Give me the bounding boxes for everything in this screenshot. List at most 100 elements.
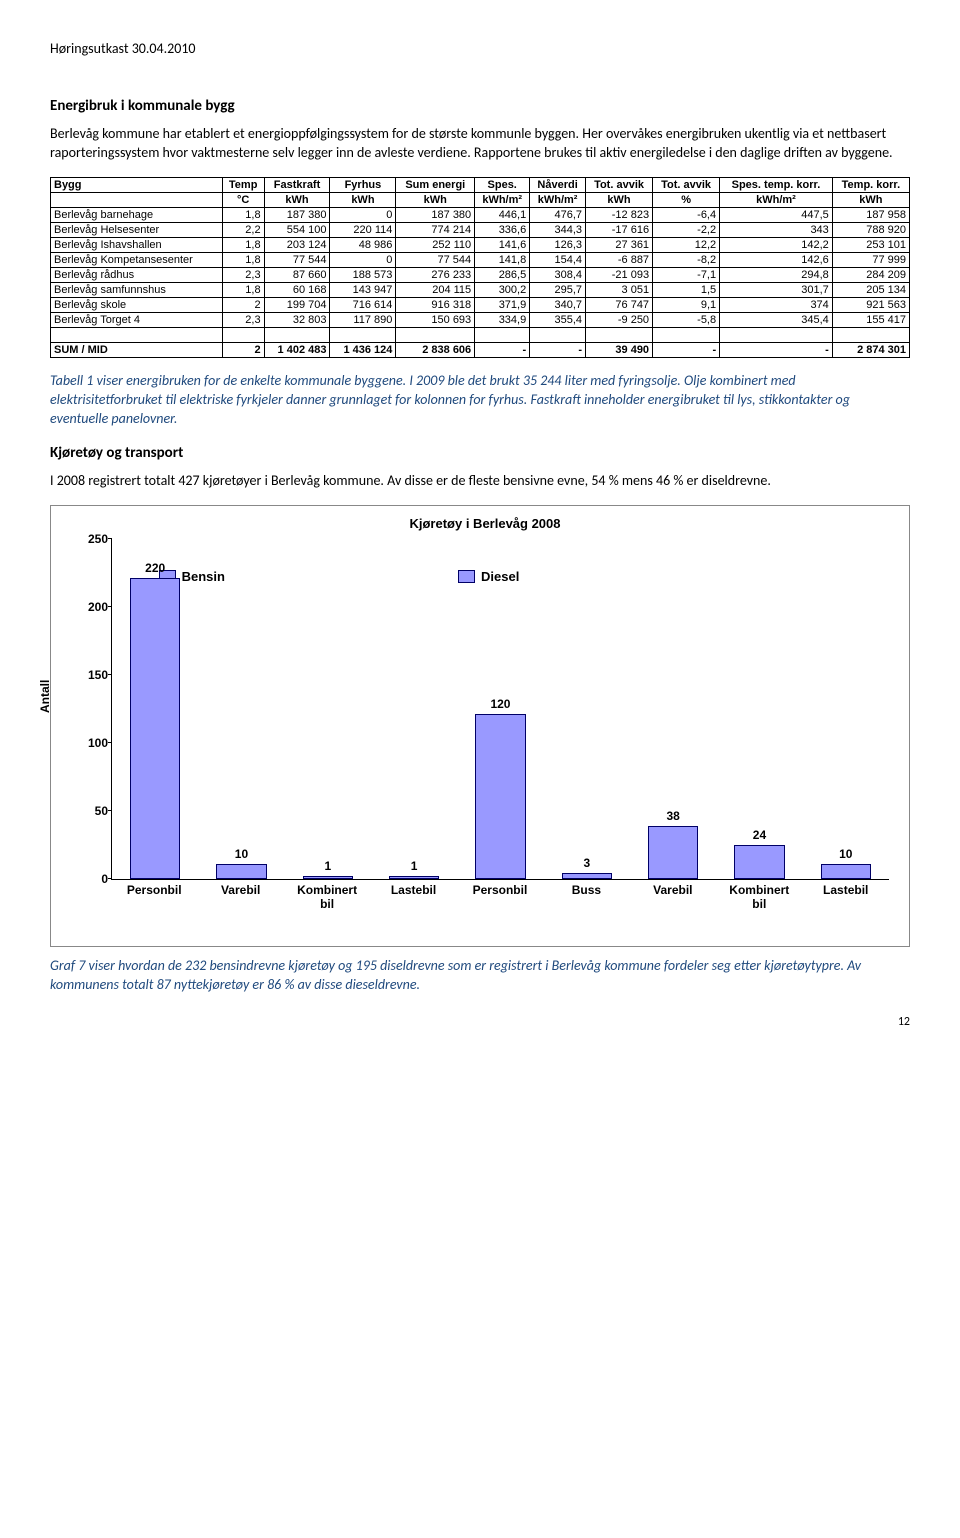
- table-col-header: Fyrhus: [330, 177, 396, 192]
- y-tick-label: 100: [82, 736, 108, 750]
- table-cell: 2 838 606: [396, 342, 475, 357]
- y-tick-label: 200: [82, 600, 108, 614]
- table-cell: -: [475, 342, 530, 357]
- x-axis-label: Personbil: [457, 884, 543, 910]
- bar-value-label: 10: [235, 847, 248, 861]
- table-cell: 1 402 483: [264, 342, 330, 357]
- table-cell: 295,7: [530, 282, 586, 297]
- section-title-energy: Energibruk i kommunale bygg: [50, 97, 910, 115]
- table-cell: Berlevåg Torget 4: [51, 312, 223, 327]
- bar-slot: 1: [285, 539, 371, 879]
- chart-bar: 1: [389, 876, 439, 879]
- table-cell: -6 887: [586, 252, 653, 267]
- chart-bar: 1: [303, 876, 353, 879]
- chart-bar: 10: [821, 864, 871, 880]
- table-cell: 371,9: [475, 297, 530, 312]
- chart-bar: 120: [475, 714, 525, 879]
- x-axis-label: Lastebil: [370, 884, 456, 910]
- table-cell: 1,5: [653, 282, 720, 297]
- table-row: Berlevåg rådhus2,387 660188 573276 23328…: [51, 267, 910, 282]
- bar-slot: 1: [371, 539, 457, 879]
- x-labels: PersonbilVarebilKombinertbilLastebilPers…: [111, 884, 889, 910]
- table-cell: 204 115: [396, 282, 475, 297]
- section1-paragraph: Berlevåg kommune har etablert et energio…: [50, 125, 910, 163]
- table-cell: 0: [330, 252, 396, 267]
- table-cell: 2,2: [222, 222, 264, 237]
- chart-bar: 10: [216, 864, 266, 880]
- table-unit-header: kWh/m²: [530, 192, 586, 207]
- x-axis-label: Varebil: [197, 884, 283, 910]
- x-axis-label: Varebil: [630, 884, 716, 910]
- chart-bar: 220: [130, 578, 180, 879]
- table-sum-row: SUM / MID21 402 4831 436 1242 838 606--3…: [51, 342, 910, 357]
- table-cell: 39 490: [586, 342, 653, 357]
- table-cell: 9,1: [653, 297, 720, 312]
- table-unit-header: kWh/m²: [720, 192, 833, 207]
- table-cell: 345,4: [720, 312, 833, 327]
- table-cell: 286,5: [475, 267, 530, 282]
- table-cell: 87 660: [264, 267, 330, 282]
- table-cell: 2: [222, 342, 264, 357]
- table-cell: 187 380: [396, 207, 475, 222]
- table-cell: 716 614: [330, 297, 396, 312]
- table-cell: 300,2: [475, 282, 530, 297]
- table-row: Berlevåg Kompetansesenter1,877 544077 54…: [51, 252, 910, 267]
- bar-value-label: 120: [490, 697, 510, 711]
- vehicle-chart: Kjøretøy i Berlevåg 2008 Antall Bensin D…: [50, 505, 910, 947]
- table-cell: 77 999: [832, 252, 909, 267]
- table-unit-header: kWh: [396, 192, 475, 207]
- table-unit-header: %: [653, 192, 720, 207]
- table-cell: -9 250: [586, 312, 653, 327]
- x-axis-label: Buss: [543, 884, 629, 910]
- table-cell: -5,8: [653, 312, 720, 327]
- x-axis-label: Kombinertbil: [284, 884, 370, 910]
- table-cell: 77 544: [396, 252, 475, 267]
- page-number: 12: [50, 1015, 910, 1029]
- table-cell: -21 093: [586, 267, 653, 282]
- table-cell: 48 986: [330, 237, 396, 252]
- table-row: Berlevåg Helsesenter2,2554 100220 114774…: [51, 222, 910, 237]
- table-cell: 344,3: [530, 222, 586, 237]
- x-axis-label: Personbil: [111, 884, 197, 910]
- table-cell: -: [530, 342, 586, 357]
- table-cell: 308,4: [530, 267, 586, 282]
- table-cell: 141,6: [475, 237, 530, 252]
- table-body: Berlevåg barnehage1,8187 3800187 380446,…: [51, 207, 910, 357]
- bar-slot: 24: [716, 539, 802, 879]
- section-title-transport: Kjøretøy og transport: [50, 444, 910, 462]
- table-cell: 188 573: [330, 267, 396, 282]
- table-cell: 1 436 124: [330, 342, 396, 357]
- chart-title: Kjøretøy i Berlevåg 2008: [81, 516, 889, 531]
- table-col-header: Temp. korr.: [832, 177, 909, 192]
- table-cell: 336,6: [475, 222, 530, 237]
- table-col-header: Bygg: [51, 177, 223, 192]
- table-cell: 155 417: [832, 312, 909, 327]
- table-cell: 220 114: [330, 222, 396, 237]
- table-col-header: Tot. avvik: [653, 177, 720, 192]
- table-cell: -6,4: [653, 207, 720, 222]
- table-cell: -8,2: [653, 252, 720, 267]
- table-cell: 187 958: [832, 207, 909, 222]
- table-unit-header: kWh/m²: [475, 192, 530, 207]
- table-col-header: Spes.: [475, 177, 530, 192]
- table-row: Berlevåg barnehage1,8187 3800187 380446,…: [51, 207, 910, 222]
- table-cell: -12 823: [586, 207, 653, 222]
- section2-paragraph: I 2008 registrert totalt 427 kjøretøyer …: [50, 472, 910, 491]
- table-cell: 276 233: [396, 267, 475, 282]
- table-cell: Berlevåg barnehage: [51, 207, 223, 222]
- table-cell: 355,4: [530, 312, 586, 327]
- table-cell: 117 890: [330, 312, 396, 327]
- x-axis-label: Kombinertbil: [716, 884, 802, 910]
- table-col-header: Fastkraft: [264, 177, 330, 192]
- table-unit-header: [51, 192, 223, 207]
- x-axis-label: Lastebil: [803, 884, 889, 910]
- table-cell: 205 134: [832, 282, 909, 297]
- table-cell: 334,9: [475, 312, 530, 327]
- y-tick-label: 50: [82, 804, 108, 818]
- table-cell: 921 563: [832, 297, 909, 312]
- table-cell: 32 803: [264, 312, 330, 327]
- table-unit-header: kWh: [832, 192, 909, 207]
- y-tick-label: 0: [82, 872, 108, 886]
- bar-value-label: 24: [753, 828, 766, 842]
- bar-value-label: 1: [411, 859, 418, 873]
